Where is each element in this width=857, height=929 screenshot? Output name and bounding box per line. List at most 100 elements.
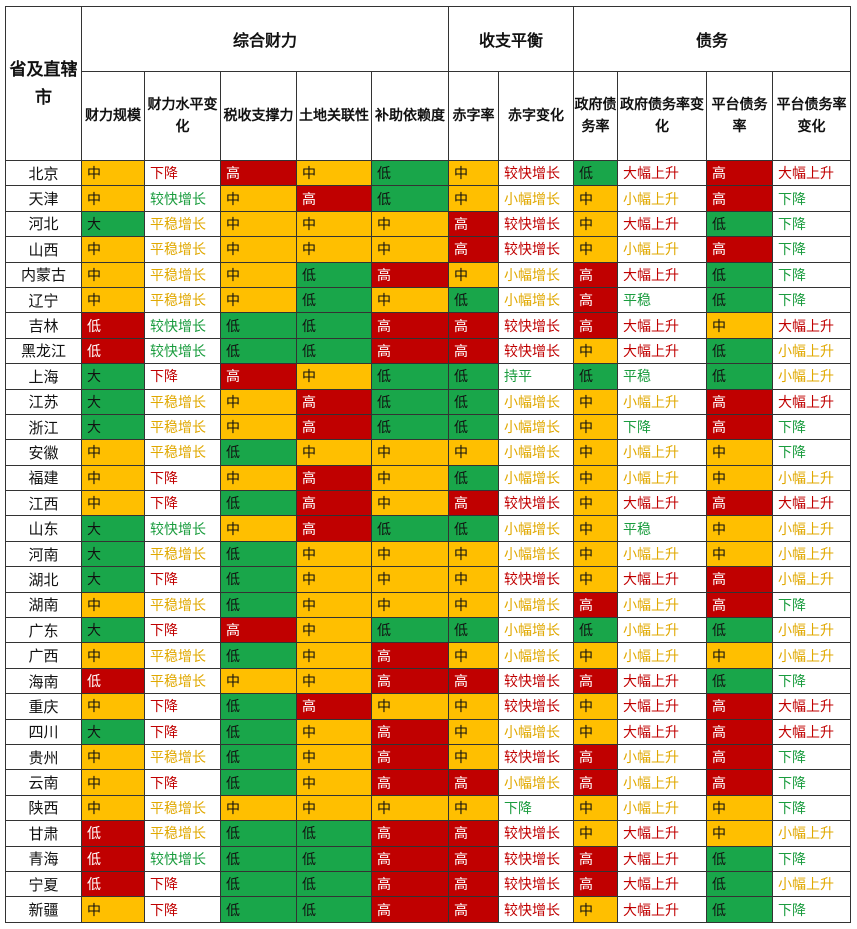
- table-cell: 平稳: [617, 363, 708, 390]
- table-cell: 中: [448, 718, 500, 745]
- column-header: 平台债务率: [706, 71, 774, 161]
- table-cell: 小幅上升: [772, 337, 852, 365]
- table-row: 吉林低较快增长低低高高较快增长高大幅上升中大幅上升: [5, 312, 852, 339]
- table-cell: 中: [706, 794, 774, 822]
- table-cell: 中: [370, 566, 450, 593]
- table-cell: 中: [706, 820, 774, 847]
- table-cell: 中: [220, 413, 297, 441]
- province-name: 海南: [5, 667, 82, 695]
- table-cell: 较快增长: [498, 159, 575, 187]
- table-cell: 小幅增长: [498, 591, 575, 619]
- table-cell: 低: [81, 820, 145, 847]
- table-cell: 低: [706, 617, 774, 644]
- table-cell: 高: [370, 642, 450, 669]
- table-cell: 平稳增长: [144, 286, 221, 314]
- table-cell: 中: [448, 743, 500, 771]
- table-cell: 高: [370, 743, 450, 771]
- table-cell: 低: [296, 896, 372, 923]
- column-header: 税收支撑力: [220, 71, 297, 161]
- table-cell: 中: [448, 439, 500, 466]
- table-cell: 小幅上升: [617, 617, 708, 644]
- province-name: 浙江: [5, 413, 82, 441]
- province-header: 省及直辖市: [5, 6, 82, 161]
- table-row: 山西中平稳增长中中中高较快增长中小幅上升高下降: [5, 236, 852, 263]
- table-cell: 低: [81, 870, 145, 898]
- table-cell: 高: [448, 312, 500, 339]
- table-cell: 高: [448, 820, 500, 847]
- table-row: 北京中下降高中低中较快增长低大幅上升高大幅上升: [5, 159, 852, 187]
- table-cell: 小幅上升: [772, 464, 852, 492]
- table-cell: 大幅上升: [772, 388, 852, 415]
- table-cell: 高: [220, 363, 297, 390]
- table-cell: 下降: [144, 464, 221, 492]
- table-cell: 平稳增长: [144, 210, 221, 238]
- table-cell: 大幅上升: [617, 718, 708, 745]
- table-cell: 低: [220, 769, 297, 796]
- province-name: 陕西: [5, 794, 82, 822]
- table-cell: 中: [448, 591, 500, 619]
- table-cell: 高: [706, 413, 774, 441]
- table-cell: 小幅上升: [617, 743, 708, 771]
- table-cell: 中: [448, 185, 500, 212]
- table-cell: 中: [706, 312, 774, 339]
- table-cell: 大幅上升: [617, 337, 708, 365]
- table-row: 海南低平稳增长中中高高较快增长高大幅上升低下降: [5, 667, 852, 695]
- table-cell: 低: [220, 439, 297, 466]
- table-cell: 下降: [772, 261, 852, 288]
- table-cell: 高: [296, 515, 372, 542]
- province-name: 上海: [5, 363, 82, 390]
- table-cell: 小幅上升: [617, 591, 708, 619]
- table-cell: 低: [706, 870, 774, 898]
- table-cell: 较快增长: [498, 312, 575, 339]
- table-cell: 大: [81, 515, 145, 542]
- table-cell: 中: [573, 820, 619, 847]
- table-cell: 较快增长: [144, 337, 221, 365]
- table-cell: 低: [706, 210, 774, 238]
- table-cell: 小幅上升: [617, 388, 708, 415]
- table-cell: 较快增长: [498, 210, 575, 238]
- table-cell: 小幅上升: [617, 236, 708, 263]
- table-cell: 中: [220, 286, 297, 314]
- table-cell: 低: [220, 820, 297, 847]
- table-cell: 高: [370, 820, 450, 847]
- table-row: 四川大下降低中高中小幅增长中大幅上升高大幅上升: [5, 718, 852, 745]
- table-cell: 中: [370, 591, 450, 619]
- table-cell: 中: [573, 642, 619, 669]
- table-cell: 下降: [772, 591, 852, 619]
- table-row: 新疆中下降低低高高较快增长中大幅上升低下降: [5, 896, 852, 923]
- table-cell: 中: [296, 769, 372, 796]
- province-name: 新疆: [5, 896, 82, 923]
- table-cell: 低: [220, 566, 297, 593]
- table-cell: 小幅增长: [498, 439, 575, 466]
- table-cell: 中: [296, 743, 372, 771]
- table-cell: 小幅上升: [617, 439, 708, 466]
- table-cell: 下降: [772, 794, 852, 822]
- table-cell: 高: [448, 896, 500, 923]
- table-cell: 较快增长: [498, 896, 575, 923]
- table-cell: 中: [573, 210, 619, 238]
- table-cell: 小幅上升: [617, 540, 708, 568]
- table-cell: 小幅上升: [772, 540, 852, 568]
- table-cell: 低: [296, 845, 372, 872]
- table-cell: 小幅上升: [772, 363, 852, 390]
- table-cell: 高: [296, 464, 372, 492]
- table-cell: 平稳增长: [144, 591, 221, 619]
- table-cell: 平稳增长: [144, 388, 221, 415]
- table-cell: 较快增长: [498, 820, 575, 847]
- table-cell: 较快增长: [144, 312, 221, 339]
- province-name: 河南: [5, 540, 82, 568]
- table-cell: 中: [573, 540, 619, 568]
- table-cell: 下降: [144, 363, 221, 390]
- table-cell: 高: [706, 718, 774, 745]
- table-cell: 大幅上升: [617, 159, 708, 187]
- table-cell: 低: [296, 820, 372, 847]
- table-row: 陕西中平稳增长中中中中下降中小幅上升中下降: [5, 794, 852, 822]
- table-cell: 较快增长: [498, 845, 575, 872]
- table-cell: 下降: [772, 769, 852, 796]
- province-name: 山西: [5, 236, 82, 263]
- table-cell: 小幅增长: [498, 388, 575, 415]
- table-cell: 低: [81, 845, 145, 872]
- table-cell: 中: [296, 363, 372, 390]
- table-cell: 高: [448, 845, 500, 872]
- table-cell: 中: [370, 464, 450, 492]
